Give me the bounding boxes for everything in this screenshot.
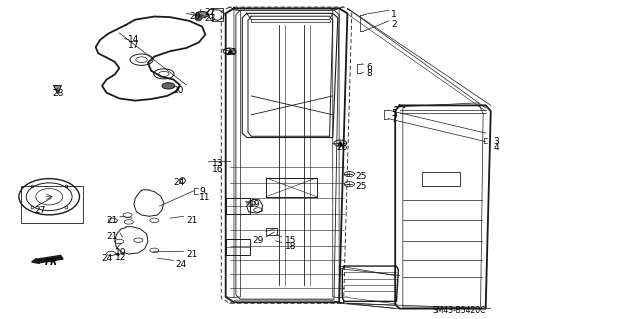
Bar bbox=[266, 228, 277, 235]
Text: 21: 21 bbox=[186, 250, 198, 259]
Text: 26: 26 bbox=[226, 48, 237, 57]
Text: 23: 23 bbox=[204, 14, 216, 23]
Text: 6: 6 bbox=[367, 63, 372, 72]
Text: 29: 29 bbox=[253, 236, 264, 245]
Text: 12: 12 bbox=[115, 254, 126, 263]
Text: 21: 21 bbox=[106, 232, 117, 241]
Text: 25: 25 bbox=[355, 182, 367, 191]
Circle shape bbox=[162, 83, 175, 89]
Text: 16: 16 bbox=[212, 165, 223, 174]
FancyArrow shape bbox=[31, 256, 63, 263]
Text: 8: 8 bbox=[367, 69, 372, 78]
Text: 25: 25 bbox=[355, 172, 367, 181]
Text: 9: 9 bbox=[199, 187, 205, 196]
Text: 21: 21 bbox=[106, 216, 117, 225]
Text: 3: 3 bbox=[493, 137, 499, 146]
Text: 1: 1 bbox=[392, 10, 397, 19]
Bar bbox=[422, 172, 460, 186]
Text: 20: 20 bbox=[172, 86, 184, 95]
Text: 27: 27 bbox=[35, 205, 46, 215]
Text: 17: 17 bbox=[127, 41, 139, 50]
Text: 28: 28 bbox=[52, 89, 64, 98]
Text: FR: FR bbox=[44, 258, 58, 267]
Text: 15: 15 bbox=[285, 236, 296, 245]
Text: 13: 13 bbox=[212, 159, 223, 168]
Bar bbox=[20, 186, 83, 223]
Text: 26: 26 bbox=[336, 143, 348, 152]
Text: 19: 19 bbox=[248, 200, 260, 209]
Circle shape bbox=[196, 11, 209, 18]
Bar bbox=[266, 178, 317, 197]
Text: 4: 4 bbox=[493, 143, 499, 152]
Text: 24: 24 bbox=[101, 254, 112, 263]
Text: 22: 22 bbox=[204, 8, 215, 17]
Text: 11: 11 bbox=[199, 193, 211, 202]
Text: 18: 18 bbox=[285, 242, 296, 251]
Text: 24: 24 bbox=[175, 260, 187, 269]
Text: 2: 2 bbox=[392, 20, 397, 29]
Text: SM43-B5420C: SM43-B5420C bbox=[432, 306, 486, 315]
Text: 10: 10 bbox=[115, 248, 126, 257]
Text: 20: 20 bbox=[189, 12, 201, 21]
Text: 24: 24 bbox=[173, 178, 185, 188]
Text: 14: 14 bbox=[127, 35, 139, 44]
Text: 7: 7 bbox=[392, 115, 397, 124]
Bar bbox=[226, 198, 250, 214]
Text: 5: 5 bbox=[392, 108, 397, 117]
Bar bbox=[226, 239, 250, 255]
Text: 21: 21 bbox=[186, 216, 198, 225]
Bar bbox=[212, 8, 223, 21]
